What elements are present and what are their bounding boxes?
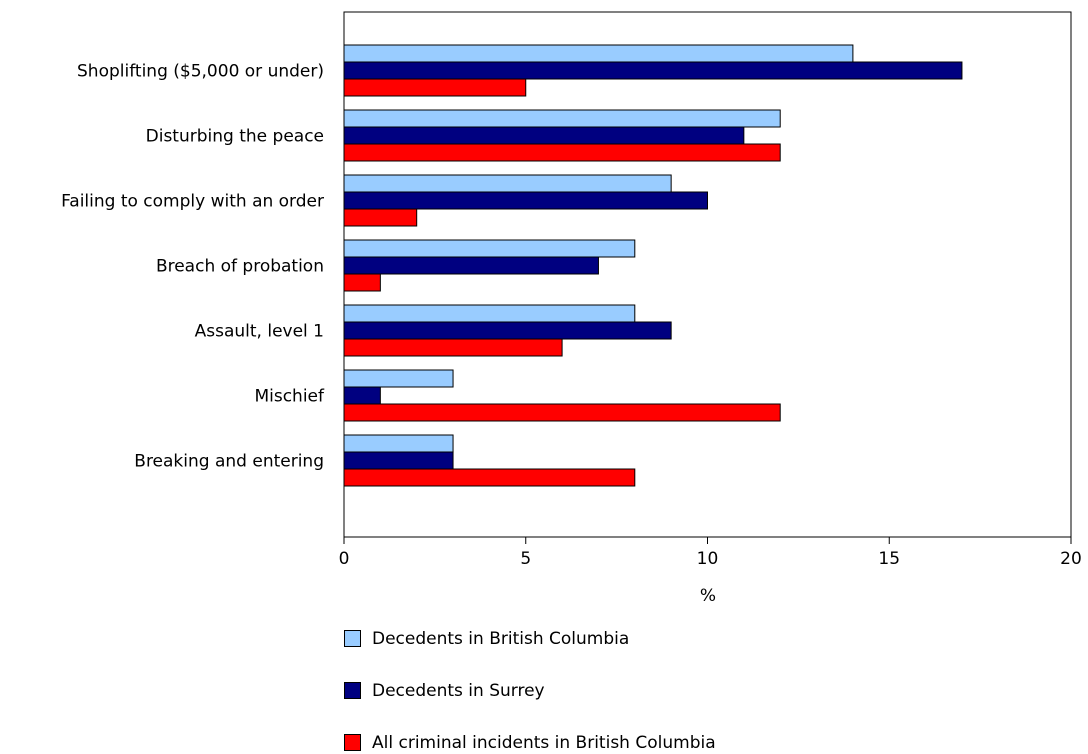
bar-series-2-category-3 xyxy=(343,273,381,292)
legend-label-surrey-decedents: Decedents in Surrey xyxy=(372,681,545,701)
category-labels: Shoplifting ($5,000 or under) Disturbing … xyxy=(61,62,325,472)
bar-series-2-category-0 xyxy=(343,78,527,97)
category-label: Mischief xyxy=(254,387,325,407)
bar-series-1-category-3 xyxy=(343,256,599,275)
category-label: Assault, level 1 xyxy=(195,322,324,342)
category-label: Shoplifting ($5,000 or under) xyxy=(77,62,324,82)
x-tick-label: 20 xyxy=(1060,549,1082,569)
category-label: Breach of probation xyxy=(156,257,324,277)
bar-series-0-category-3 xyxy=(343,239,636,258)
bar-series-0-category-1 xyxy=(343,109,781,128)
bars-group xyxy=(343,44,963,487)
chart-svg: Shoplifting ($5,000 or under) Disturbing … xyxy=(61,11,1082,606)
bar-series-1-category-6 xyxy=(343,451,454,470)
bar-series-2-category-4 xyxy=(343,338,563,357)
bar-series-2-category-6 xyxy=(343,468,636,487)
legend-label-all-incidents: All criminal incidents in British Columb… xyxy=(372,733,716,753)
bar-series-2-category-2 xyxy=(343,208,418,227)
category-label: Disturbing the peace xyxy=(146,127,324,147)
legend-swatch-all-incidents xyxy=(344,734,361,751)
bar-series-0-category-5 xyxy=(343,369,454,388)
x-tick-label: 15 xyxy=(878,549,900,569)
bar-series-1-category-2 xyxy=(343,191,708,210)
category-label: Breaking and entering xyxy=(134,452,324,472)
x-axis-ticks: 0 5 10 15 20 xyxy=(339,537,1082,569)
x-tick-label: 5 xyxy=(520,549,531,569)
bar-series-2-category-5 xyxy=(343,403,781,422)
bar-series-1-category-1 xyxy=(343,126,745,145)
bar-series-0-category-2 xyxy=(343,174,672,193)
x-tick-label: 0 xyxy=(339,549,350,569)
legend-swatch-bc-decedents xyxy=(344,630,361,647)
x-axis-label: % xyxy=(700,586,716,606)
x-tick-label: 10 xyxy=(697,549,719,569)
category-label: Failing to comply with an order xyxy=(61,192,324,212)
bar-series-0-category-0 xyxy=(343,44,854,63)
legend-label-bc-decedents: Decedents in British Columbia xyxy=(372,629,630,649)
bar-series-2-category-1 xyxy=(343,143,781,162)
legend-swatch-surrey-decedents xyxy=(344,682,361,699)
bar-series-1-category-0 xyxy=(343,61,963,80)
bar-series-0-category-4 xyxy=(343,304,636,323)
bar-series-0-category-6 xyxy=(343,434,454,453)
bar-series-1-category-5 xyxy=(343,386,381,405)
bar-series-1-category-4 xyxy=(343,321,672,340)
